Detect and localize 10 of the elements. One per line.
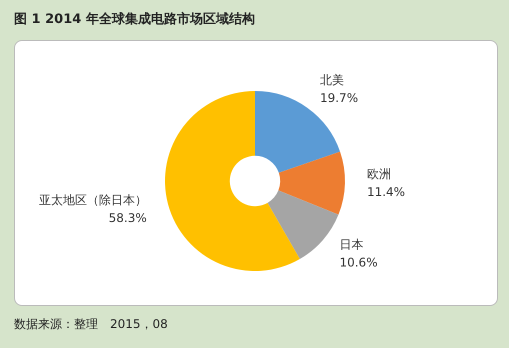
data-label: 10.6%	[339, 256, 378, 270]
slice-label: 日本	[339, 238, 364, 252]
slice-label: 北美	[320, 72, 344, 87]
source-note: 数据来源：整理 2015，08	[14, 316, 168, 333]
slice-label: 亚太地区（除日本）	[38, 193, 147, 207]
data-label: 11.4%	[366, 184, 406, 199]
data-label: 58.3%	[108, 211, 147, 225]
chart-title: 图 1 2014 年全球集成电路市场区域结构	[14, 10, 255, 28]
slice-label: 欧洲	[366, 166, 391, 181]
data-label: 19.7%	[320, 90, 358, 105]
